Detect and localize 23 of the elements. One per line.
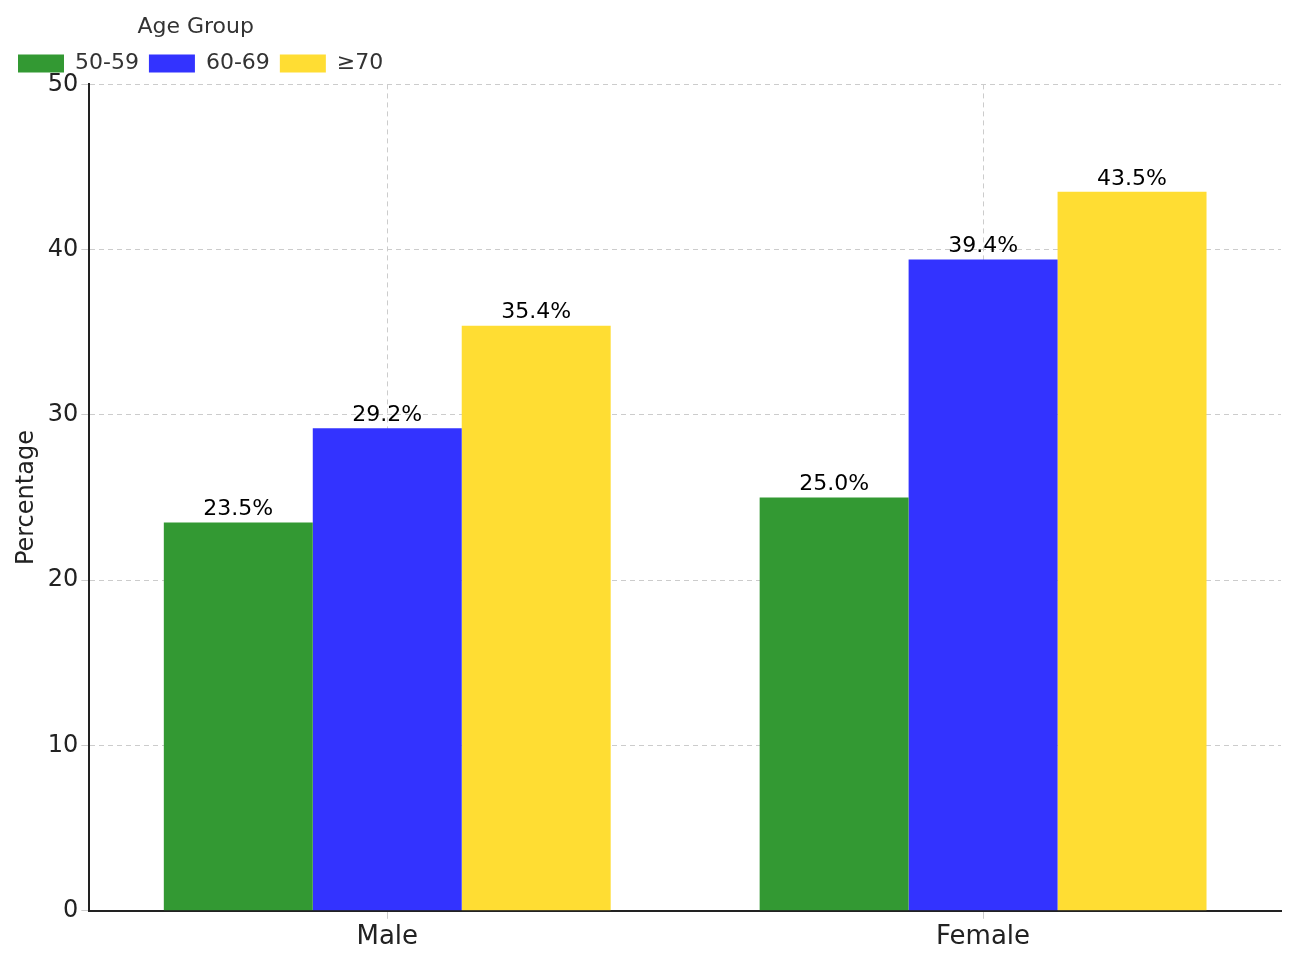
bar	[1057, 191, 1207, 911]
bar	[908, 259, 1058, 911]
bar	[312, 428, 462, 911]
legend-title: Age Group	[137, 12, 254, 38]
data-label: 39.4%	[948, 232, 1019, 258]
y-tick-label: 30	[47, 399, 79, 428]
data-label: 35.4%	[501, 298, 572, 324]
y-tick-label: 0	[63, 895, 79, 924]
y-tick-label: 20	[47, 564, 79, 593]
x-tick-label: Male	[356, 920, 419, 951]
data-label: 43.5%	[1097, 164, 1167, 190]
y-tick-label: 40	[47, 233, 79, 262]
y-axis-title: Percentage	[10, 430, 39, 566]
data-label: 29.2%	[352, 400, 423, 426]
legend-label: ≥70	[336, 49, 384, 75]
legend-label: 60-69	[205, 49, 270, 75]
x-tick-label: Female	[936, 920, 1031, 951]
data-label: 23.5%	[203, 495, 274, 521]
bar	[759, 497, 909, 911]
bar	[461, 325, 611, 911]
y-tick-label: 10	[47, 729, 79, 758]
bar	[163, 522, 313, 911]
data-label: 25.0%	[799, 470, 870, 496]
